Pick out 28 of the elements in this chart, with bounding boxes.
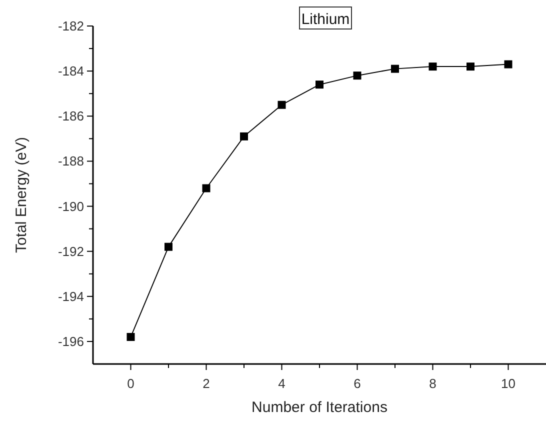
point xyxy=(353,72,362,80)
point xyxy=(126,332,135,341)
x-tick-label: 6 xyxy=(354,376,361,391)
x-tick-label: 0 xyxy=(127,376,134,391)
y-axis-title: Total Energy (eV) xyxy=(13,137,30,253)
point xyxy=(278,100,286,109)
point xyxy=(164,242,172,251)
point xyxy=(202,184,210,192)
point xyxy=(391,64,399,73)
y-tick-label: -194 xyxy=(58,288,84,304)
y-tick-label: -186 xyxy=(58,108,84,124)
x-tick-label: 10 xyxy=(501,376,516,391)
x-tick-label: 4 xyxy=(278,376,286,391)
point xyxy=(504,60,512,68)
y-tick-label: -182 xyxy=(58,18,84,34)
point xyxy=(316,80,324,89)
y-tick-label: -192 xyxy=(58,244,84,259)
y-tick-label: -184 xyxy=(58,64,84,79)
chart-title: Lithium xyxy=(301,11,350,28)
point xyxy=(428,62,437,71)
x-tick-label: 2 xyxy=(202,376,210,391)
y-tick-label: -188 xyxy=(58,154,84,169)
x-axis-title: Number of Iterations xyxy=(252,399,388,416)
x-tick-label: 8 xyxy=(429,376,436,391)
y-tick-label: -190 xyxy=(58,198,84,214)
point xyxy=(240,132,248,140)
y-tick-label: -196 xyxy=(58,334,84,349)
point xyxy=(466,62,474,71)
